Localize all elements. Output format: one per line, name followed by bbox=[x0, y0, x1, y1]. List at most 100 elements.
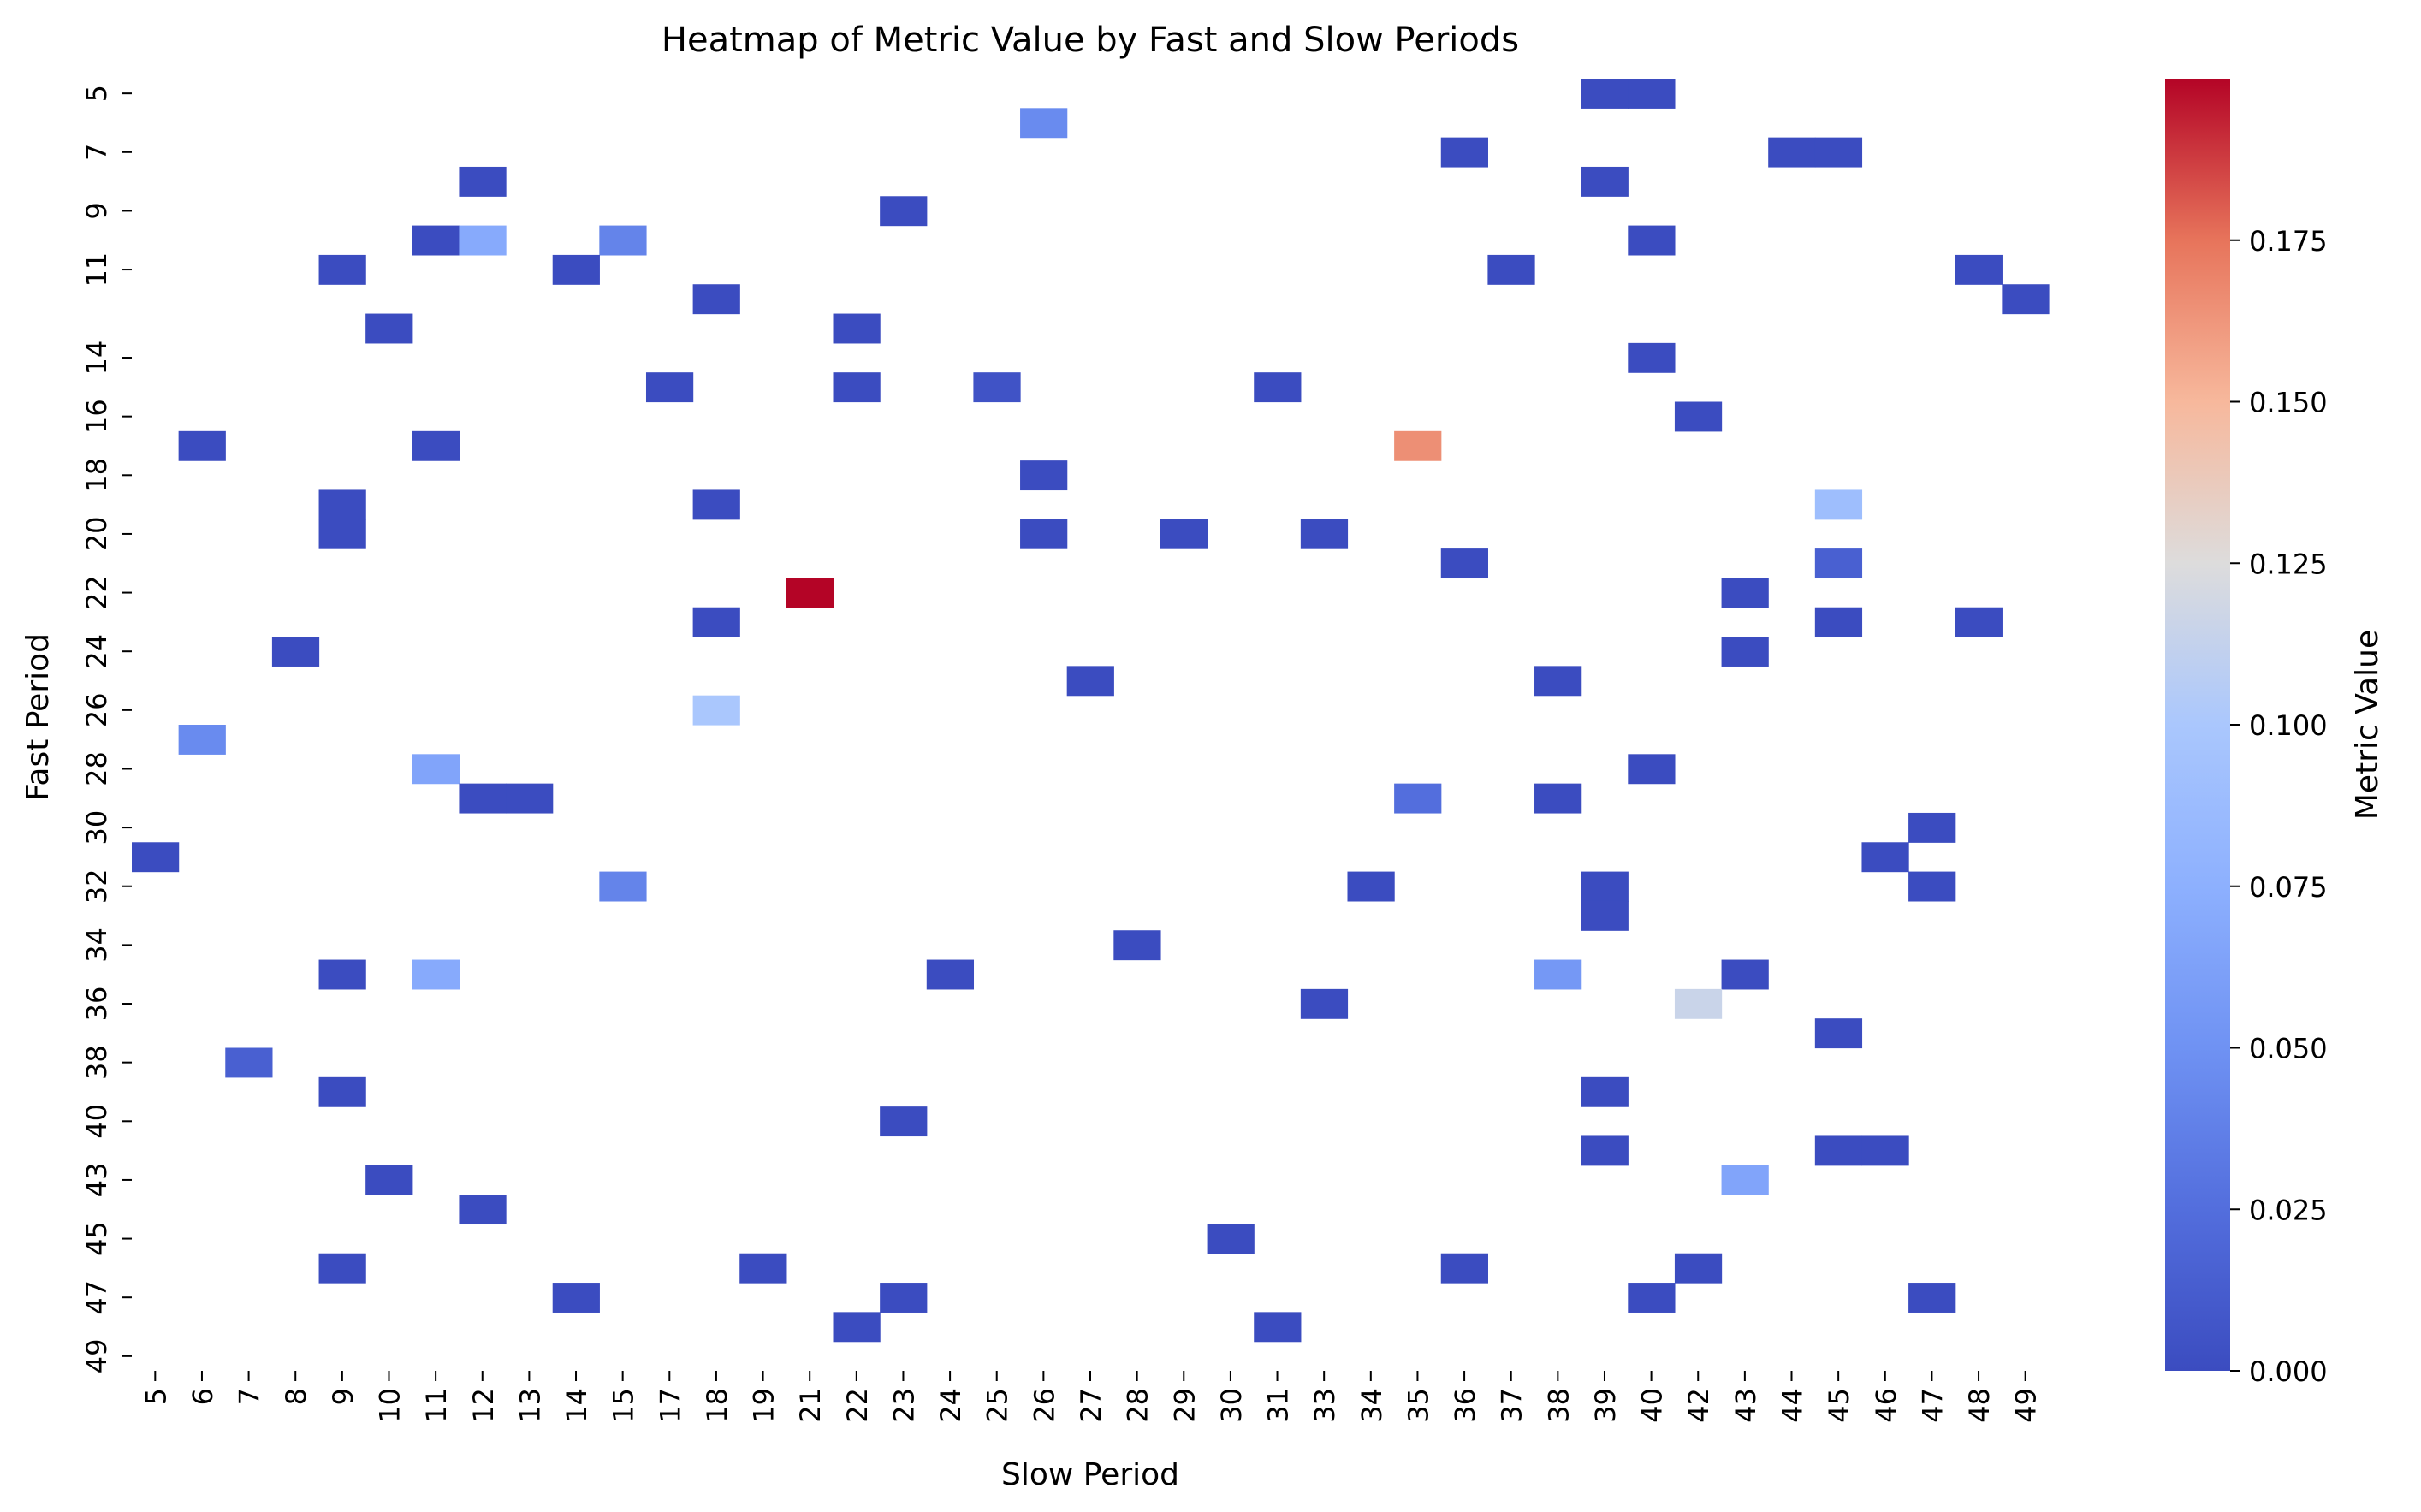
y-axis-ticks: 5 7 9 11 14 16 18 20 22 24 26 28 30 32 34 36 38 40 43 45 47 4… bbox=[80, 85, 132, 1373]
x-tick-label: 44 bbox=[1777, 1388, 1809, 1423]
heatmap-cell-28-40 bbox=[1628, 754, 1676, 785]
heatmap-cell-12-49 bbox=[2002, 284, 2050, 315]
heatmap-cell-46-36 bbox=[1440, 1253, 1488, 1284]
heatmap-cell-12-18 bbox=[692, 284, 740, 315]
y-tick-label: 28 bbox=[80, 751, 113, 786]
y-tick-label: 11 bbox=[80, 252, 113, 288]
heatmap-cell-41-46 bbox=[1861, 1135, 1909, 1166]
heatmap-cell-21-45 bbox=[1814, 548, 1863, 579]
heatmap-cell-23-18 bbox=[692, 607, 740, 637]
heatmap-cell-8-12 bbox=[459, 166, 507, 197]
x-tick-label: 22 bbox=[841, 1388, 874, 1423]
heatmap-cell-32-39 bbox=[1581, 871, 1629, 902]
y-tick-label: 5 bbox=[80, 85, 113, 102]
heatmap-cell-20-9 bbox=[318, 519, 366, 549]
heatmap-cell-25-27 bbox=[1066, 666, 1114, 697]
y-tick-label: 47 bbox=[80, 1280, 113, 1315]
heatmap-cell-47-14 bbox=[552, 1283, 600, 1313]
heatmap-cell-28-11 bbox=[412, 754, 460, 785]
heatmap-cell-30-47 bbox=[1908, 812, 1956, 843]
y-tick-label: 26 bbox=[80, 692, 113, 727]
x-tick-label: 36 bbox=[1449, 1388, 1481, 1423]
heatmap-cell-24-43 bbox=[1721, 637, 1769, 667]
heatmap-cell-7-36 bbox=[1440, 137, 1488, 168]
x-tick-label: 15 bbox=[608, 1388, 640, 1423]
heatmap-cell-44-12 bbox=[459, 1195, 507, 1225]
heatmap-cell-20-29 bbox=[1160, 519, 1208, 549]
x-tick-label: 25 bbox=[982, 1388, 1014, 1423]
heatmap-cell-6-26 bbox=[1020, 108, 1068, 139]
heatmap-cell-22-43 bbox=[1721, 578, 1769, 608]
x-tick-label: 48 bbox=[1963, 1388, 1996, 1423]
heatmap-cell-20-26 bbox=[1020, 519, 1068, 549]
heatmap-cell-15-31 bbox=[1254, 372, 1302, 403]
x-tick-label: 35 bbox=[1402, 1388, 1434, 1423]
x-tick-label: 9 bbox=[327, 1388, 359, 1405]
x-tick-label: 10 bbox=[373, 1388, 406, 1423]
x-tick-label: 28 bbox=[1122, 1388, 1154, 1423]
x-tick-label: 39 bbox=[1589, 1388, 1622, 1423]
y-tick-label: 30 bbox=[80, 810, 113, 845]
heatmap-cell-13-22 bbox=[833, 313, 881, 344]
heatmap-cell-29-12 bbox=[459, 783, 507, 814]
x-tick-label: 11 bbox=[420, 1388, 453, 1423]
heatmap-cell-19-9 bbox=[318, 489, 366, 520]
heatmap-cell-11-9 bbox=[318, 254, 366, 285]
x-axis-ticks: 5 6 7 8 9 10 11 12 13 14 15 17 18 19 21 22 23 24 25 26 27 28 2… bbox=[139, 1371, 2043, 1423]
heatmap-cell-32-34 bbox=[1347, 871, 1395, 902]
x-tick-label: 24 bbox=[935, 1388, 967, 1423]
heatmap-cell-26-18 bbox=[692, 695, 740, 726]
heatmap-cell-23-48 bbox=[1955, 607, 2003, 637]
y-tick-label: 43 bbox=[80, 1163, 113, 1198]
heatmap-cell-48-31 bbox=[1254, 1312, 1302, 1343]
heatmap-cell-10-12 bbox=[459, 225, 507, 256]
heatmap-cell-17-35 bbox=[1394, 430, 1442, 461]
heatmap-cell-31-46 bbox=[1861, 842, 1909, 873]
heatmap-cell-35-43 bbox=[1721, 959, 1769, 990]
heatmap-cell-32-47 bbox=[1908, 871, 1956, 902]
colorbar-tick-label: 0.125 bbox=[2249, 548, 2328, 580]
x-tick-label: 33 bbox=[1308, 1388, 1341, 1423]
y-tick-label: 7 bbox=[80, 144, 113, 161]
colorbar-tick-label: 0.075 bbox=[2249, 871, 2328, 904]
x-tick-label: 6 bbox=[187, 1388, 219, 1405]
heatmap-cell-46-19 bbox=[739, 1253, 787, 1284]
heatmap-cell-38-7 bbox=[225, 1047, 273, 1078]
heatmap-cell-35-24 bbox=[926, 959, 975, 990]
x-tick-label: 26 bbox=[1028, 1388, 1060, 1423]
heatmap-cell-45-30 bbox=[1207, 1224, 1255, 1254]
heatmap-cell-9-23 bbox=[880, 196, 928, 227]
x-tick-label: 49 bbox=[2010, 1388, 2043, 1423]
heatmap-cell-11-37 bbox=[1487, 254, 1535, 285]
y-axis-label: Fast Period bbox=[21, 633, 56, 801]
y-tick-label: 36 bbox=[80, 987, 113, 1022]
heatmap-cell-35-11 bbox=[412, 959, 460, 990]
heatmap-cell-29-35 bbox=[1394, 783, 1442, 814]
heatmap-cell-25-38 bbox=[1534, 666, 1582, 697]
heatmap-cells bbox=[132, 79, 2050, 1343]
heatmap-cell-15-22 bbox=[833, 372, 881, 403]
heatmap-cell-35-9 bbox=[318, 959, 366, 990]
heatmap-cell-7-44 bbox=[1768, 137, 1816, 168]
y-tick-label: 34 bbox=[80, 928, 113, 963]
x-tick-label: 27 bbox=[1075, 1388, 1107, 1423]
heatmap-cell-15-25 bbox=[973, 372, 1021, 403]
heatmap-cell-11-48 bbox=[1955, 254, 2003, 285]
colorbar-tick-label: 0.175 bbox=[2249, 225, 2328, 258]
x-tick-label: 5 bbox=[139, 1388, 172, 1405]
heatmap-cell-47-47 bbox=[1908, 1283, 1956, 1313]
heatmap-cell-23-45 bbox=[1814, 607, 1863, 637]
heatmap-cell-37-45 bbox=[1814, 1018, 1863, 1049]
x-tick-label: 17 bbox=[654, 1388, 686, 1423]
heatmap-cell-21-36 bbox=[1440, 548, 1488, 579]
x-tick-label: 37 bbox=[1496, 1388, 1528, 1423]
heatmap-cell-14-40 bbox=[1628, 342, 1676, 373]
heatmap-cell-27-6 bbox=[178, 725, 226, 755]
y-tick-label: 24 bbox=[80, 634, 113, 669]
y-tick-label: 18 bbox=[80, 458, 113, 493]
y-tick-label: 16 bbox=[80, 399, 113, 434]
heatmap-cell-10-15 bbox=[599, 225, 647, 256]
heatmap-cell-43-43 bbox=[1721, 1165, 1769, 1195]
x-tick-label: 8 bbox=[280, 1388, 312, 1405]
colorbar-label: Metric Value bbox=[2350, 630, 2385, 820]
